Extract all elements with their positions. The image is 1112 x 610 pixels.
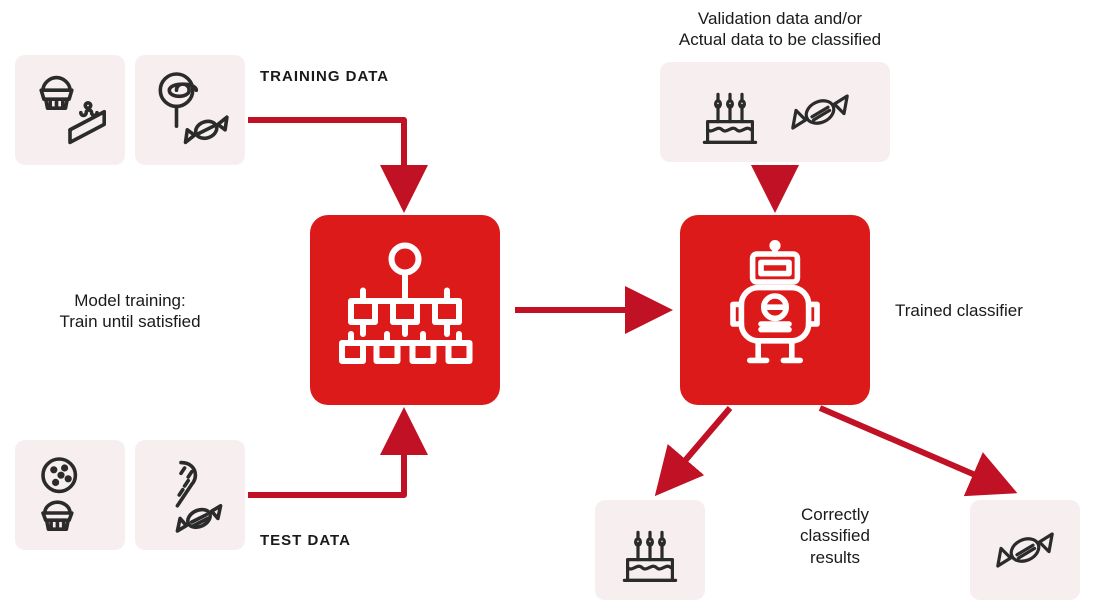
arrow-classifier-to-result-b [820,408,1010,490]
label-validation: Validation data and/or Actual data to be… [640,8,920,51]
arrow-test-to-model [248,415,404,495]
panel-result-b [970,500,1080,600]
label-training-data: TRAINING DATA [260,68,410,87]
arrow-train-to-model [248,120,404,205]
arrow-classifier-to-result-a [660,408,730,490]
model-tree-icon [330,235,480,385]
redbox-trained-classifier [680,215,870,405]
panel-result-a [595,500,705,600]
birthday-cake-icon [610,510,690,590]
cookie-cupcake-icon [25,450,115,540]
label-model-training-l2: Train until satisfied [59,312,200,331]
label-correctly-classified: Correctly classified results [745,504,925,568]
label-validation-l2: Actual data to be classified [679,30,881,49]
label-correctly-l1: Correctly [801,505,869,524]
panel-train-a [15,55,125,165]
label-correctly-l2: classified [800,526,870,545]
panel-test-a [15,440,125,550]
wrapped-candy-icon [985,510,1065,590]
candycane-candy-icon [145,450,235,540]
label-model-training: Model training: Train until satisfied [25,290,235,333]
robot-icon [705,240,845,380]
wrapped-candy-icon [775,72,865,152]
panel-train-b [135,55,245,165]
label-model-training-l1: Model training: [74,291,186,310]
panel-test-b [135,440,245,550]
label-validation-l1: Validation data and/or [698,9,862,28]
lollipop-candy-icon [145,65,235,155]
label-correctly-l3: results [810,548,860,567]
diagram-stage: TRAINING DATA TEST DATA Model training: … [0,0,1112,610]
label-test-data: TEST DATA [260,532,380,551]
cupcake-cake-icon [25,65,115,155]
panel-validation [660,62,890,162]
redbox-training-model [310,215,500,405]
birthday-cake-icon [685,72,775,152]
label-trained-classifier: Trained classifier [895,300,1075,321]
